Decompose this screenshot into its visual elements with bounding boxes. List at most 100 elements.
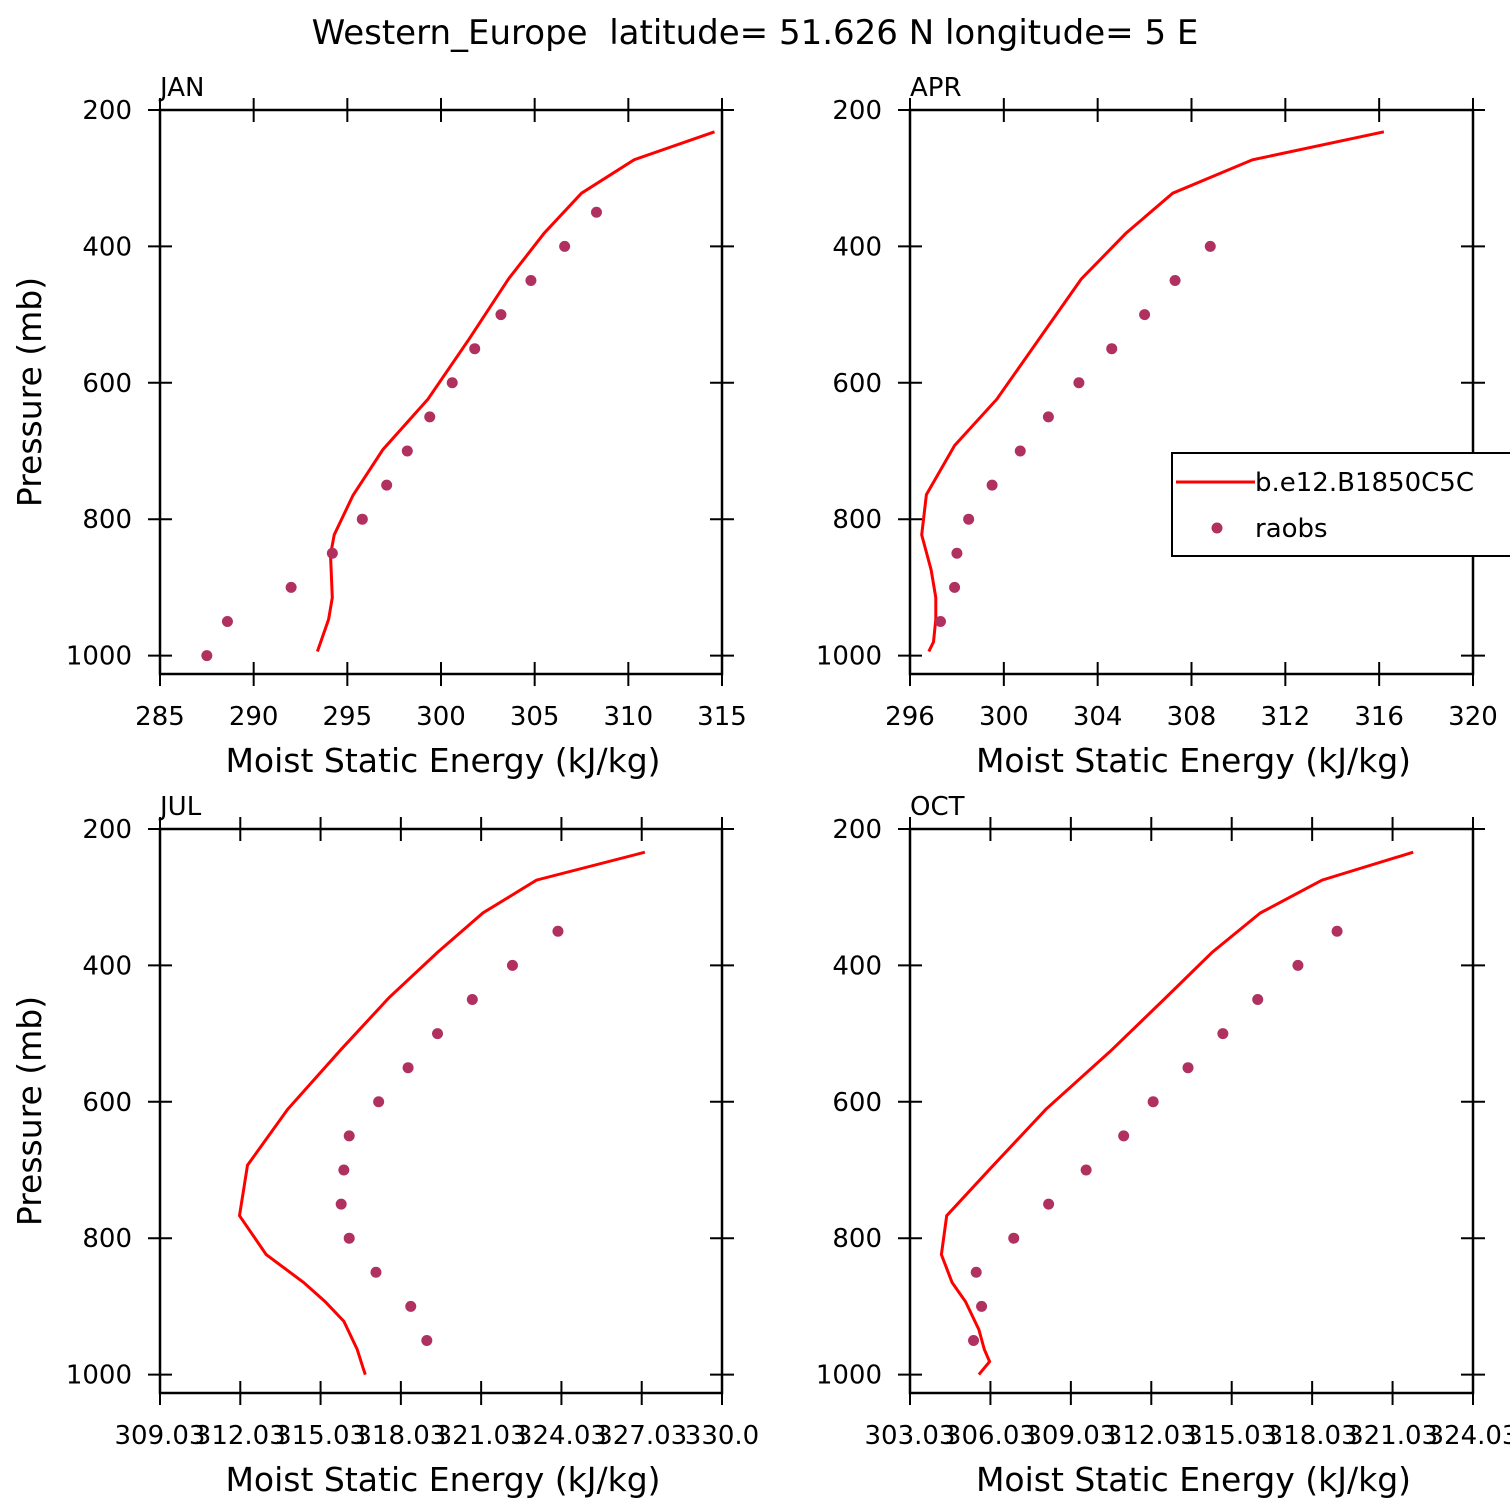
- obs-point: [401, 445, 413, 457]
- y-tick-label: 400: [832, 951, 882, 981]
- obs-point: [590, 206, 602, 218]
- obs-point: [370, 1266, 382, 1278]
- y-axis-label: Pressure (mb): [10, 277, 49, 507]
- obs-point: [963, 513, 975, 525]
- obs-point: [466, 993, 478, 1005]
- model-line: [939, 850, 1414, 1376]
- obs-point: [221, 615, 233, 627]
- obs-point: [1042, 411, 1054, 423]
- y-tick-label: 200: [832, 96, 882, 126]
- x-tick-label: 296: [885, 702, 935, 732]
- y-tick-label: 600: [82, 369, 132, 399]
- x-tick-label: 315.03: [1186, 1421, 1277, 1451]
- obs-point: [1147, 1096, 1159, 1108]
- obs-point: [1292, 959, 1304, 971]
- x-tick-label: 324.03: [516, 1421, 607, 1451]
- obs-point: [949, 581, 961, 593]
- x-tick-label: 295: [323, 702, 373, 732]
- panel: JAN Moist Static Energy (kJ/kg) Pressure (…: [10, 73, 747, 780]
- figure-title: Western_Europe latitude= 51.626 N longit…: [312, 13, 1199, 53]
- panel-title: OCT: [910, 792, 965, 822]
- x-tick-label: 285: [135, 702, 185, 732]
- x-axis-label: Moist Static Energy (kJ/kg): [225, 1460, 660, 1499]
- x-axis-label: Moist Static Energy (kJ/kg): [225, 741, 660, 780]
- obs-point: [432, 1028, 444, 1040]
- x-tick-label: 305: [510, 702, 560, 732]
- x-axis-label: Moist Static Energy (kJ/kg): [976, 1460, 1411, 1499]
- y-tick-label: 800: [832, 1224, 882, 1254]
- obs-point: [343, 1232, 355, 1244]
- obs-point: [1073, 377, 1085, 389]
- obs-point: [469, 343, 481, 355]
- obs-point: [405, 1300, 417, 1312]
- y-tick-label: 200: [82, 815, 132, 845]
- obs-point: [373, 1096, 385, 1108]
- obs-point: [1331, 925, 1343, 937]
- legend-label: raobs: [1255, 514, 1328, 544]
- obs-point: [1008, 1232, 1020, 1244]
- plot-frame: [158, 827, 724, 1395]
- obs-point: [559, 240, 571, 252]
- obs-point: [335, 1198, 347, 1210]
- obs-point: [1043, 1198, 1055, 1210]
- obs-point: [1182, 1062, 1194, 1074]
- x-tick-label: 312.03: [1106, 1421, 1197, 1451]
- legend-box: [1171, 452, 1510, 557]
- legend-label: b.e12.B1850C5C: [1255, 468, 1474, 498]
- panel-title: JAN: [158, 73, 204, 103]
- panel-title: APR: [910, 73, 962, 103]
- obs-point: [285, 581, 297, 593]
- x-tick-label: 290: [229, 702, 279, 732]
- x-tick-label: 321.03: [1347, 1421, 1438, 1451]
- panel: OCT Moist Static Energy (kJ/kg) 303.03306.…: [816, 792, 1510, 1499]
- plot-frame: [908, 108, 1475, 676]
- x-tick-label: 318.03: [355, 1421, 446, 1451]
- y-tick-label: 400: [832, 232, 882, 262]
- obs-point: [552, 925, 564, 937]
- x-tick-label: 309.03: [1025, 1421, 1116, 1451]
- y-tick-label: 600: [832, 369, 882, 399]
- y-tick-label: 800: [832, 505, 882, 535]
- y-axis-label: Pressure (mb): [10, 996, 49, 1226]
- legend-marker: [1211, 522, 1223, 534]
- obs-point: [986, 479, 998, 491]
- y-tick-label: 1000: [816, 642, 882, 672]
- x-tick-label: 312: [1261, 702, 1311, 732]
- obs-point: [201, 650, 213, 662]
- x-tick-label: 315.03: [275, 1421, 366, 1451]
- y-tick-label: 600: [82, 1088, 132, 1118]
- obs-point: [525, 274, 537, 286]
- y-tick-label: 600: [832, 1088, 882, 1118]
- y-tick-label: 1000: [66, 642, 132, 672]
- x-tick-label: 308: [1167, 702, 1217, 732]
- plot-frame: [908, 827, 1475, 1395]
- x-tick-label: 318.03: [1267, 1421, 1358, 1451]
- panel-title: JUL: [158, 792, 202, 822]
- x-tick-label: 321.03: [436, 1421, 527, 1451]
- y-tick-label: 400: [82, 951, 132, 981]
- obs-point: [934, 615, 946, 627]
- obs-point: [1139, 309, 1151, 321]
- x-tick-label: 300: [416, 702, 466, 732]
- panel: JUL Moist Static Energy (kJ/kg) Pressure (…: [10, 792, 759, 1499]
- obs-point: [951, 547, 963, 559]
- x-tick-label: 320: [1448, 702, 1498, 732]
- y-tick-label: 1000: [66, 1361, 132, 1391]
- y-tick-label: 200: [82, 96, 132, 126]
- obs-point: [343, 1130, 355, 1142]
- obs-point: [446, 377, 458, 389]
- obs-point: [1080, 1164, 1092, 1176]
- y-tick-label: 800: [82, 505, 132, 535]
- obs-point: [421, 1334, 433, 1346]
- obs-point: [1118, 1130, 1130, 1142]
- x-tick-label: 324.03: [1428, 1421, 1510, 1451]
- obs-point: [326, 547, 338, 559]
- obs-point: [1014, 445, 1026, 457]
- x-tick-label: 304: [1073, 702, 1123, 732]
- x-tick-label: 306.03: [945, 1421, 1036, 1451]
- y-tick-label: 800: [82, 1224, 132, 1254]
- obs-point: [976, 1300, 988, 1312]
- x-tick-label: 316: [1354, 702, 1404, 732]
